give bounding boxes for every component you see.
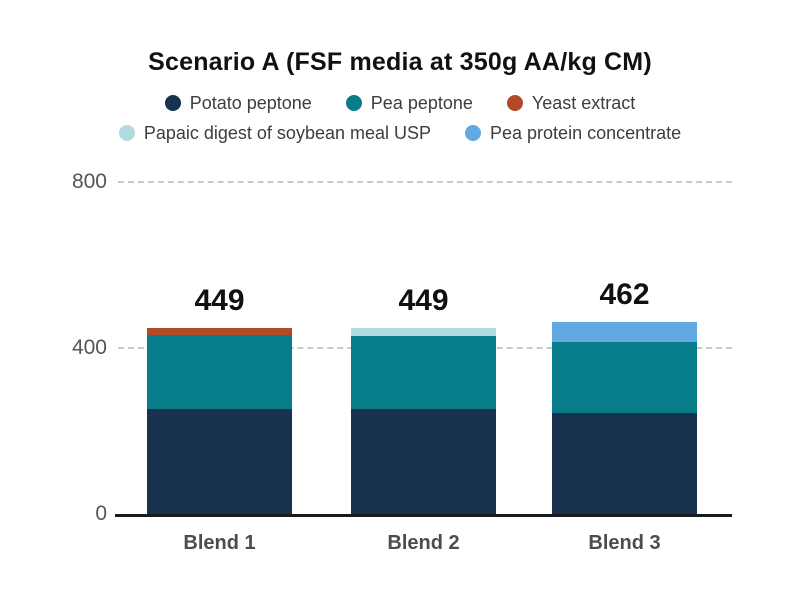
bar-segment (147, 335, 292, 410)
bar-segment (552, 342, 697, 413)
chart-title: Scenario A (FSF media at 350g AA/kg CM) (148, 48, 652, 76)
legend-row-1: Potato peptone Pea peptone Yeast extract (0, 90, 800, 116)
x-category-label: Blend 3 (588, 532, 661, 554)
bar-segment (147, 327, 292, 336)
legend-swatch-icon (506, 95, 523, 111)
y-tick-label: 400 (71, 336, 107, 359)
legend-row-2: Papaic digest of soybean meal USP Pea pro… (0, 120, 800, 146)
bar-total-label: 462 (599, 278, 650, 312)
legend-item: Pea protein concentrate (465, 123, 681, 144)
legend-swatch-icon (164, 95, 181, 111)
gridline (118, 181, 732, 183)
y-tick-label: 0 (95, 502, 107, 525)
legend-swatch-icon (345, 95, 362, 111)
legend-item: Pea peptone (345, 92, 473, 114)
legend-item: Papaic digest of soybean meal USP (118, 122, 432, 144)
bar-segment (147, 409, 292, 514)
x-category-label: Blend 2 (387, 532, 460, 554)
bar-stack (552, 322, 697, 514)
legend-label: Pea peptone (370, 92, 473, 113)
legend-label: Potato peptone (189, 92, 312, 113)
bar-segment (351, 335, 496, 410)
bar-segment (351, 409, 496, 514)
legend-swatch-icon (118, 125, 135, 141)
x-axis-line (115, 514, 732, 517)
legend-item: Yeast extract (506, 92, 636, 114)
legend-item: Potato peptone (164, 92, 312, 114)
x-category-label: Blend 1 (183, 532, 256, 554)
bar-total-label: 449 (398, 283, 449, 317)
legend-swatch-icon (465, 125, 482, 141)
bar-stack (147, 327, 292, 514)
y-tick-label: 800 (71, 170, 107, 193)
bar-total-label: 449 (194, 283, 245, 317)
legend-label: Yeast extract (531, 92, 636, 113)
bar-segment (552, 322, 697, 343)
legend-label: Pea protein concentrate (490, 122, 682, 143)
legend-label: Papaic digest of soybean meal USP (143, 122, 432, 143)
bar-segment (351, 327, 496, 336)
bar-stack (351, 327, 496, 514)
bar-segment (552, 412, 697, 514)
